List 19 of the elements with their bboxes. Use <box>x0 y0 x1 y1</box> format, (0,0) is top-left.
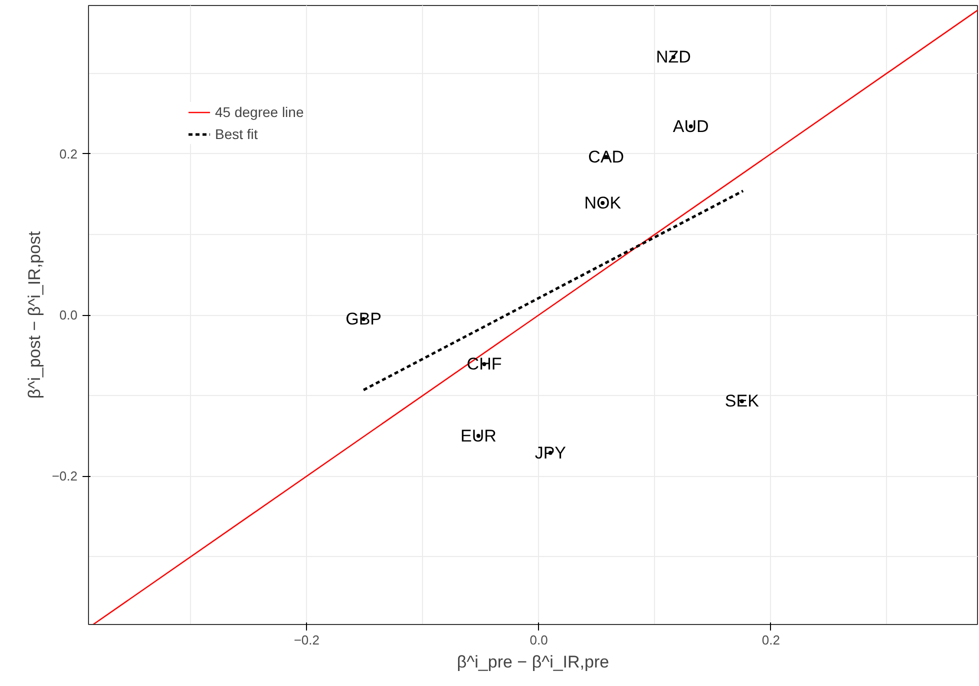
x-axis-title: β^i_pre − β^i_IR,pre <box>456 652 610 672</box>
y-axis-title: β^i_post − β^i_IR,post <box>24 231 44 399</box>
x-tick-label: 0.2 <box>762 632 780 648</box>
legend-label: 45 degree line <box>215 104 304 120</box>
annotation: GBP <box>346 310 382 329</box>
annotation: EUR <box>460 426 496 446</box>
annotation: SEK <box>724 392 760 411</box>
y-tick-label: −0.2 <box>52 468 78 484</box>
annotation: AUD <box>672 116 709 136</box>
x-tick-label: −0.2 <box>294 632 320 648</box>
y-tick-label: 0.0 <box>59 308 78 322</box>
annotation: JPY <box>534 443 566 462</box>
annotation: NZD <box>656 48 691 67</box>
annotation: NOK <box>584 193 622 212</box>
annotation: CAD <box>588 148 624 167</box>
annotation: CHF <box>466 354 502 374</box>
x-tick-label: 0.0 <box>530 632 548 648</box>
y-tick-label: 0.2 <box>59 146 78 162</box>
legend-label: Best fit <box>215 126 258 142</box>
